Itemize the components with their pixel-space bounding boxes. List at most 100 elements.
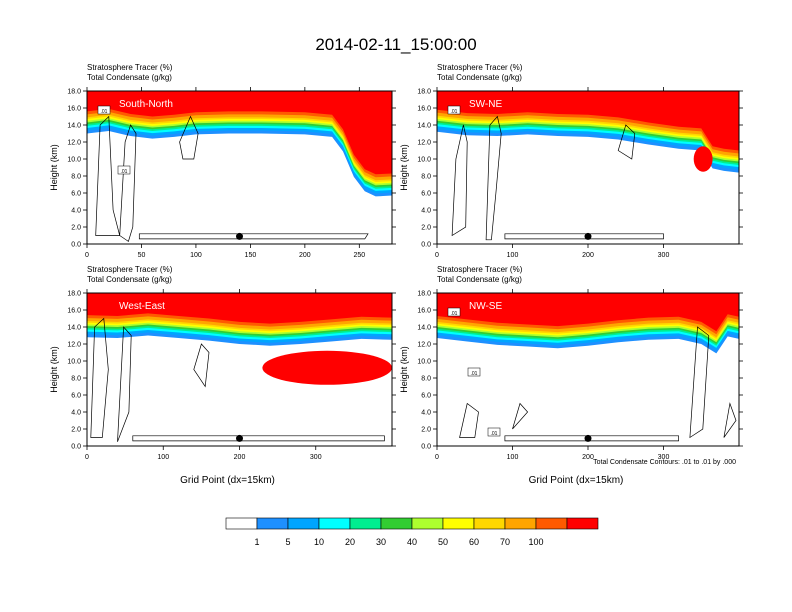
colorbar-label: 60 [469,537,479,547]
colorbar-segment [225,517,258,530]
x-tick-label: 0 [435,454,439,461]
plot-area [87,293,392,446]
y-axis-label: Height (km) [399,346,409,393]
panel-title-line2: Total Condensate (g/kg) [437,73,522,82]
panel-title-line2: Total Condensate (g/kg) [437,275,522,284]
contour-label-box [117,165,131,175]
contour-label: .01 [491,431,498,437]
y-tick-label: 12.0 [67,342,81,349]
x-tick-label: 250 [353,252,365,259]
y-tick-label: 14.0 [417,123,431,130]
x-tick-label: 100 [190,252,202,259]
panel-title-line2: Total Condensate (g/kg) [87,275,172,284]
panel-label: NW-SE [469,301,502,312]
colorbar-label: 10 [314,537,324,547]
y-tick-label: 18.0 [67,89,81,96]
y-axis-label: Height (km) [49,144,59,191]
colorbar-segment [535,517,568,530]
panels: .01 .01 South-North Stratosphere Tracer (%)… [49,63,743,486]
condensate-contour [723,402,737,438]
y-tick-label: 6.0 [421,191,431,198]
colorbar-segment [504,517,537,530]
plot-frame [86,90,393,245]
y-tick-label: 14.0 [67,123,81,130]
panel-title-line1: Stratosphere Tracer (%) [437,63,523,72]
panel-title-line1: Stratosphere Tracer (%) [87,63,173,72]
plot-area: .01 .01 .01 [437,293,739,446]
condensate-contour [132,435,385,442]
condensate-contour [95,115,121,236]
y-tick-label: 0.0 [71,242,81,249]
y-tick-label: 2.0 [421,225,431,232]
colorbar: 1 5 10 20 30 40 50 60 70 100 [225,517,599,547]
y-tick-label: 0.0 [421,444,431,451]
x-tick-label: 300 [310,454,322,461]
y-axis-label: Height (km) [399,144,409,191]
y-tick-label: 16.0 [67,308,81,315]
y-tick-label: 10.0 [67,359,81,366]
location-marker [236,434,243,442]
condensate-contour [485,115,502,241]
x-axis-label: Grid Point (dx=15km) [529,475,624,486]
tracer-band [693,146,713,172]
condensate-contour [459,402,479,438]
contour-label-box [487,427,501,437]
contour-label: .01 [451,109,458,115]
y-tick-label: 8.0 [421,376,431,383]
colorbar-segment [442,517,475,530]
contour-label: .01 [101,109,108,115]
x-tick-label: 200 [234,454,246,461]
plot-area: .01 [437,91,739,244]
contour-label-box [447,307,461,317]
condensate-contour [138,233,369,240]
colorbar-segment [411,517,444,530]
colorbar-segment [473,517,506,530]
y-tick-label: 0.0 [421,242,431,249]
y-tick-label: 6.0 [71,191,81,198]
colorbar-segment [566,517,599,530]
x-tick-label: 50 [138,252,146,259]
y-tick-label: 18.0 [417,89,431,96]
colorbar-label: 1 [254,537,259,547]
panel-2: West-East Stratosphere Tracer (%)Total Co… [49,265,396,486]
colorbar-segment [380,517,413,530]
y-tick-label: 8.0 [71,376,81,383]
panel-title-line2: Total Condensate (g/kg) [87,73,172,82]
colorbar-label: 50 [438,537,448,547]
condensate-contour [504,435,679,442]
x-axis-label: Grid Point (dx=15km) [180,475,275,486]
location-marker [584,434,592,442]
y-tick-label: 18.0 [417,291,431,298]
y-tick-label: 10.0 [417,157,431,164]
condensate-contour [90,317,109,438]
x-tick-label: 0 [85,454,89,461]
x-tick-label: 150 [245,252,257,259]
contour-footnote: Total Condensate Contours: .01 to .01 by… [593,459,736,466]
y-tick-label: 2.0 [421,427,431,434]
y-tick-label: 12.0 [417,140,431,147]
y-tick-label: 16.0 [417,308,431,315]
y-tick-label: 16.0 [67,106,81,113]
plot-area: .01 .01 [87,91,392,244]
y-tick-label: 0.0 [71,444,81,451]
colorbar-segment [287,517,320,530]
colorbar-label: 5 [285,537,290,547]
colorbar-segment [318,517,351,530]
y-tick-label: 2.0 [71,225,81,232]
y-axis-label: Height (km) [49,346,59,393]
contour-label: .01 [451,311,458,317]
condensate-contour [193,343,210,388]
location-marker [584,232,592,240]
panel-0: .01 .01 South-North Stratosphere Tracer (%)… [49,63,396,259]
x-tick-label: 200 [582,454,594,461]
condensate-contour [451,124,468,237]
y-tick-label: 12.0 [417,342,431,349]
y-tick-label: 4.0 [71,410,81,417]
x-tick-label: 100 [507,454,519,461]
contour-label: .01 [121,169,128,175]
condensate-contour [617,124,636,160]
y-tick-label: 4.0 [421,208,431,215]
x-tick-label: 0 [435,252,439,259]
